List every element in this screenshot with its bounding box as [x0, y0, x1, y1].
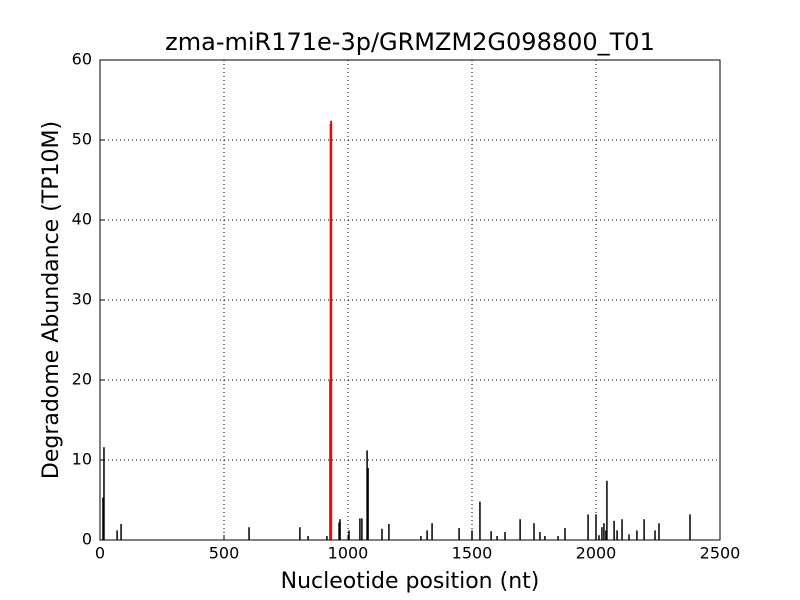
y-tick-label: 20 — [72, 370, 92, 389]
x-tick-label: 2000 — [576, 544, 617, 563]
y-tick-label: 60 — [72, 50, 92, 69]
x-axis-label: Nucleotide position (nt) — [281, 569, 540, 594]
x-tick-label: 2500 — [700, 544, 741, 563]
y-tick-label: 30 — [72, 290, 92, 309]
x-tick-label: 0 — [95, 544, 105, 563]
y-tick-label: 50 — [72, 130, 92, 149]
y-tick-label: 0 — [82, 530, 92, 549]
y-tick-label: 40 — [72, 210, 92, 229]
plot-frame — [99, 59, 721, 541]
x-tick-label: 500 — [209, 544, 240, 563]
chart-title: zma-miR171e-3p/GRMZM2G098800_T01 — [165, 28, 655, 56]
y-axis-label: Degradome Abundance (TP10M) — [39, 121, 64, 479]
y-tick-label: 10 — [72, 450, 92, 469]
x-tick-label: 1500 — [452, 544, 493, 563]
x-tick-label: 1000 — [328, 544, 369, 563]
